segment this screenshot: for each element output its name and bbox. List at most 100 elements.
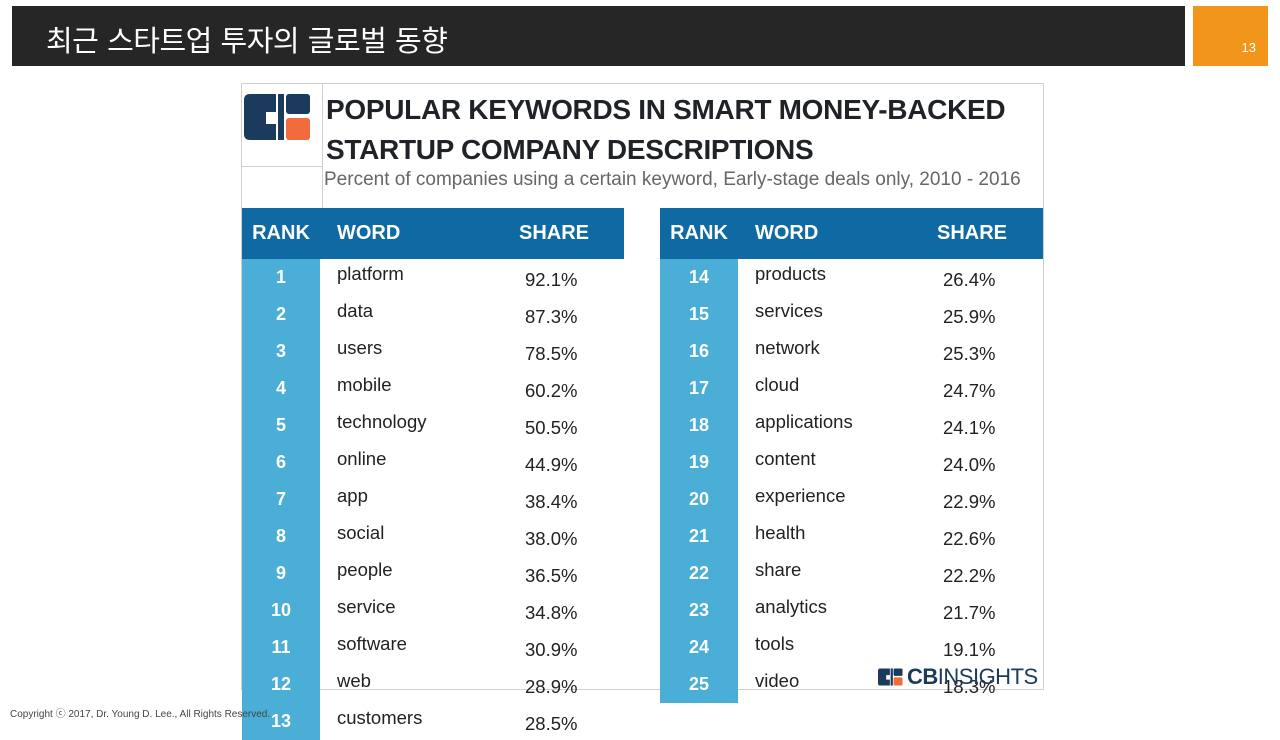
rank-cell: 12 [242,666,320,703]
table-row: 23 analytics 21.7% [660,592,1043,629]
rank-cell: 19 [660,444,738,481]
share-cell: 60.2% [525,379,578,401]
rank-cell: 10 [242,592,320,629]
keyword-table-right: RANK WORD SHARE 14 products 26.4% 15 service… [660,208,1043,703]
rank-cell: 11 [242,629,320,666]
share-cell: 25.9% [943,305,996,327]
word-cell: analytics [755,596,827,617]
table-row: 18 applications 24.1% [660,407,1043,444]
word-cell: social [337,522,385,543]
word-cell: tools [755,633,795,654]
table-row: 7 app 38.4% [242,481,624,518]
share-cell: 25.3% [943,342,996,364]
table-row: 9 people 36.5% [242,555,624,592]
rank-cell: 21 [660,518,738,555]
logo-box [242,84,323,167]
share-cell: 78.5% [525,342,578,364]
rank-cell: 8 [242,518,320,555]
share-cell: 28.5% [525,712,578,734]
word-cell: app [337,485,368,506]
table-row: 8 social 38.0% [242,518,624,555]
word-cell: technology [337,411,427,432]
keyword-table-left: RANK WORD SHARE 1 platform 92.1% 2 data 87.3%… [242,208,624,740]
table-row: 14 products 26.4% [660,259,1043,296]
page-number-badge: 13 [1193,6,1268,66]
rank-cell: 3 [242,333,320,370]
share-cell: 26.4% [943,268,996,290]
figure-subtitle: Percent of companies using a certain key… [324,169,1021,190]
word-cell: web [337,670,371,691]
brand-cb: CB [907,664,938,689]
rank-cell: 20 [660,481,738,518]
figure-title-line1: POPULAR KEYWORDS IN SMART MONEY-BACKED [326,94,1006,125]
share-cell: 19.1% [943,638,996,660]
figure-title-line2: STARTUP COMPANY DESCRIPTIONS [326,134,814,165]
table-row: 24 tools 19.1% [660,629,1043,666]
rank-cell: 17 [660,370,738,407]
rank-cell: 5 [242,407,320,444]
word-cell: service [337,596,396,617]
word-cell: software [337,633,407,654]
word-header: WORD [738,208,925,259]
table-row: 20 experience 22.9% [660,481,1043,518]
table-row: 2 data 87.3% [242,296,624,333]
word-cell: share [755,559,802,580]
word-cell: network [755,337,820,358]
rank-cell: 1 [242,259,320,296]
word-cell: cloud [755,374,800,395]
word-cell: content [755,448,816,469]
table-header-row: RANK WORD SHARE [660,208,1043,259]
word-cell: products [755,263,826,284]
word-cell: online [337,448,387,469]
logo-divider [322,166,323,208]
share-cell: 30.9% [525,638,578,660]
share-cell: 36.5% [525,564,578,586]
share-cell: 34.8% [525,601,578,623]
table-row: 22 share 22.2% [660,555,1043,592]
share-cell: 24.1% [943,416,996,438]
rank-cell: 18 [660,407,738,444]
figure-title: POPULAR KEYWORDS IN SMART MONEY-BACKED S… [326,90,1026,170]
word-cell: applications [755,411,853,432]
table-row: 16 network 25.3% [660,333,1043,370]
share-cell: 92.1% [525,268,578,290]
brand-name: CBINSIGHTS [907,664,1038,690]
page-number: 13 [1241,40,1256,55]
share-cell: 22.2% [943,564,996,586]
copyright-notice: Copyright ⓒ 2017, Dr. Young D. Lee., All… [10,709,271,720]
word-header: WORD [320,208,507,259]
rank-cell: 7 [242,481,320,518]
rank-cell: 14 [660,259,738,296]
rank-header: RANK [242,208,320,259]
table-row: 19 content 24.0% [660,444,1043,481]
rank-cell: 9 [242,555,320,592]
share-cell: 24.0% [943,453,996,475]
word-cell: video [755,670,800,691]
share-header: SHARE [925,208,1043,259]
rank-header: RANK [660,208,738,259]
table-row: 3 users 78.5% [242,333,624,370]
share-cell: 50.5% [525,416,578,438]
table-row: 25 video 18.3% [660,666,1043,703]
cb-insights-small-logo-icon [878,668,903,686]
share-cell: 21.7% [943,601,996,623]
share-cell: 38.4% [525,490,578,512]
rank-cell: 15 [660,296,738,333]
table-row: 21 health 22.6% [660,518,1043,555]
share-cell: 44.9% [525,453,578,475]
share-cell: 38.0% [525,527,578,549]
share-cell: 22.9% [943,490,996,512]
rank-cell: 22 [660,555,738,592]
share-cell: 87.3% [525,305,578,327]
rank-cell: 2 [242,296,320,333]
share-cell: 22.6% [943,527,996,549]
table-row: 1 platform 92.1% [242,259,624,296]
word-cell: customers [337,707,423,728]
share-cell: 24.7% [943,379,996,401]
table-row: 10 service 34.8% [242,592,624,629]
rank-cell: 16 [660,333,738,370]
slide-title: 최근 스타트업 투자의 글로벌 동향 [46,24,448,58]
word-cell: services [755,300,823,321]
table-row: 11 software 30.9% [242,629,624,666]
word-cell: platform [337,263,404,284]
